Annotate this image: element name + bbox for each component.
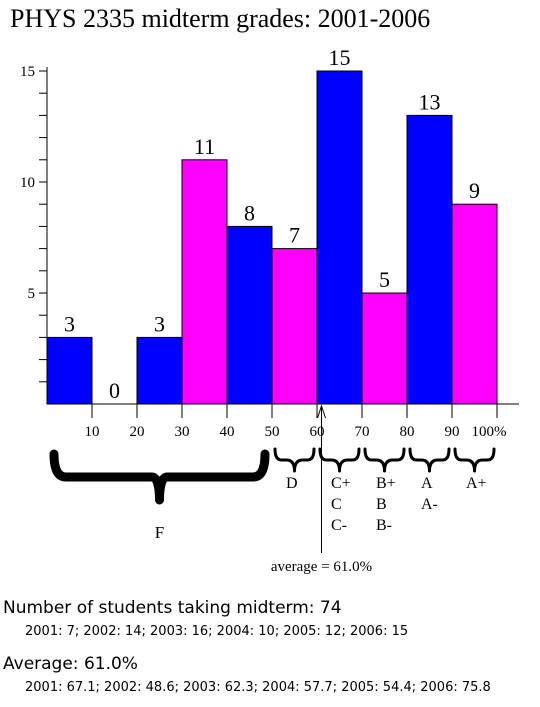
x-tick-label: 30 [175,424,190,440]
grade-band-label: B+ [376,475,396,492]
chart-title: PHYS 2335 midterm grades: 2001-2006 [10,4,430,33]
bar-value-label: 9 [469,178,480,203]
bar-value-label: 8 [244,200,255,225]
x-tick-label: 10 [85,424,100,440]
x-tick-label: 40 [220,424,235,440]
grade-band-brace [453,447,496,473]
bar-value-label: 13 [419,89,441,114]
grade-band-label: C [331,496,342,513]
grade-band-brace [273,447,316,473]
x-tick-label: 80 [400,424,415,440]
x-tick-label: 20 [130,424,145,440]
average-by-year: 2001: 67.1; 2002: 48.6; 2003: 62.3; 2004… [25,680,491,695]
x-tick-label: 50 [265,424,280,440]
x-tick-label: 70 [355,424,370,440]
bar-90-100 [451,203,498,405]
bar-value-label: 0 [109,378,120,403]
x-tick-label: 100% [472,424,507,440]
x-tick-label: 60 [310,424,325,440]
y-tick-label: 10 [20,175,35,191]
grade-band-brace [363,447,406,473]
average-marker-arrow [317,404,326,419]
bar-value-label: 7 [289,223,300,248]
student-count: Number of students taking midterm: 74 [3,598,342,618]
bar-value-label: 3 [154,311,165,336]
x-tick-label: 90 [445,424,460,440]
bar-value-label: 15 [329,45,351,70]
bar-80-90 [406,114,453,405]
y-tick-label: 15 [20,64,35,80]
grade-band-label: B [376,496,387,513]
average-summary: Average: 61.0% [3,654,138,674]
grade-band-label: A [421,475,433,492]
grade-band-brace [408,447,451,473]
grade-band-brace [49,449,270,505]
bar-40-50 [226,225,273,405]
bar-0-10 [46,336,93,405]
bar-value-label: 11 [194,134,215,159]
student-count-by-year: 2001: 7; 2002: 14; 2003: 16; 2004: 10; 2… [25,624,409,639]
bar-30-40 [181,159,228,405]
bar-20-30 [136,336,183,405]
grade-band-label: D [286,475,298,492]
grade-band-label: B- [376,517,392,534]
bar-70-80 [361,292,408,405]
bar-value-label: 3 [64,311,75,336]
average-marker-label: average = 61.0% [271,559,372,575]
grade-band-label: A- [421,496,438,513]
grade-band-brace [318,447,361,473]
grade-band-label: F [155,523,164,542]
grade-band-label: A+ [466,475,487,492]
grade-band-label: C+ [331,475,351,492]
grade-histogram: PHYS 2335 midterm grades: 2001-2006 3031… [10,4,519,575]
y-tick-label: 5 [28,286,36,302]
bar-value-label: 5 [379,267,390,292]
bar-50-60 [271,248,318,405]
bar-60-70 [316,70,363,405]
grade-band-label: C- [331,517,347,534]
